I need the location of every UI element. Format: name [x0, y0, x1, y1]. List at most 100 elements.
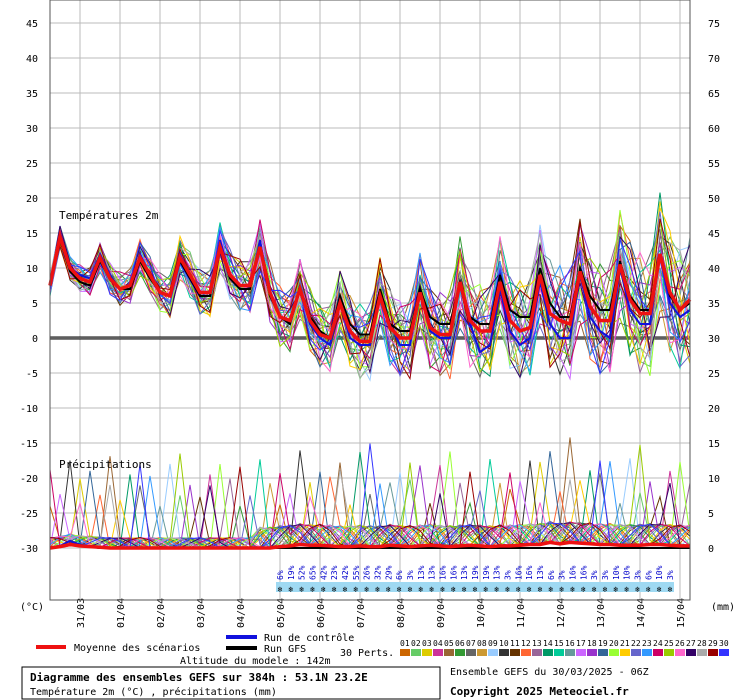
snow-percentage: 16% — [569, 565, 578, 580]
snow-percentage: 13% — [428, 565, 437, 580]
member-number: 02 — [411, 639, 421, 648]
right-tick-label: 20 — [708, 404, 720, 415]
snowflake-icon: ❄ — [483, 585, 488, 594]
left-tick-label: 30 — [26, 124, 38, 135]
snowflake-icon: ❄ — [624, 585, 629, 594]
member-swatch — [719, 649, 729, 656]
snowflake-icon: ❄ — [657, 585, 662, 594]
member-swatch — [455, 649, 465, 656]
snow-percentage: 3% — [406, 570, 415, 580]
right-tick-label: 35 — [708, 299, 720, 310]
snowflake-icon: ❄ — [429, 585, 434, 594]
right-unit-label: (mm) — [711, 602, 735, 613]
left-tick-label: -20 — [20, 474, 38, 485]
snow-percentage: 26% — [363, 565, 372, 580]
snowflake-icon: ❄ — [494, 585, 499, 594]
member-number: 04 — [433, 639, 443, 648]
snowflake-icon: ❄ — [375, 585, 380, 594]
member-number: 25 — [664, 639, 674, 648]
right-tick-label: 0 — [708, 544, 714, 555]
member-swatch — [422, 649, 432, 656]
left-tick-label: 20 — [26, 194, 38, 205]
right-tick-label: 55 — [708, 159, 720, 170]
snowflake-icon: ❄ — [635, 585, 640, 594]
snow-percentage: 23% — [330, 565, 339, 580]
snowflake-icon: ❄ — [613, 585, 618, 594]
right-tick-label: 25 — [708, 369, 720, 380]
member-temp-line — [49, 211, 691, 378]
member-swatch — [433, 649, 443, 656]
snow-percentage: 6% — [276, 570, 285, 580]
chart-subtitle: Température 2m (°C) , précipitations (mm… — [30, 686, 277, 698]
snowflake-icon: ❄ — [581, 585, 586, 594]
member-swatch — [675, 649, 685, 656]
member-swatch — [554, 649, 564, 656]
date-label: 07/04 — [356, 598, 367, 628]
snowflake-icon: ❄ — [418, 585, 423, 594]
left-tick-label: -25 — [20, 509, 38, 520]
snowflake-icon: ❄ — [538, 585, 543, 594]
left-tick-label: 0 — [32, 334, 38, 345]
member-number: 20 — [609, 639, 619, 648]
member-number: 19 — [598, 639, 608, 648]
left-tick-label: 40 — [26, 54, 38, 65]
snowflake-icon: ❄ — [343, 585, 348, 594]
right-tick-label: 65 — [708, 89, 720, 100]
snowflake-icon: ❄ — [364, 585, 369, 594]
member-swatch — [587, 649, 597, 656]
member-swatch — [499, 649, 509, 656]
right-tick-label: 75 — [708, 19, 720, 30]
snow-strip — [276, 582, 674, 592]
left-tick-label: 5 — [32, 299, 38, 310]
precip-panel-label: Précipitations — [59, 458, 152, 471]
date-label: 08/04 — [396, 598, 407, 628]
snow-percentage: 10% — [623, 565, 632, 580]
left-axis-ticks: 45 40 35 30 25 20 15 10 5 0 -5 -10 -15 -20 -25 -30 — [20, 19, 38, 555]
snowflake-icon: ❄ — [310, 585, 315, 594]
snow-probability-bar: ❄6%❄19%❄52%❄65%❄42%❄23%❄42%❄55%❄26%❄32%❄… — [276, 565, 675, 594]
snow-percentage: 42% — [341, 565, 350, 580]
member-swatch — [664, 649, 674, 656]
member-number: 28 — [697, 639, 707, 648]
member-number: 12 — [521, 639, 531, 648]
snow-percentage: 19% — [471, 565, 480, 580]
member-number: 15 — [554, 639, 564, 648]
snowflake-icon: ❄ — [397, 585, 402, 594]
snowflake-icon: ❄ — [288, 585, 293, 594]
member-number: 06 — [455, 639, 465, 648]
member-swatch — [642, 649, 652, 656]
run-info: Ensemble GEFS du 30/03/2025 - 06Z — [450, 667, 649, 678]
temp-panel-label: Températures 2m — [59, 209, 159, 222]
altitude-label: Altitude du modele : 142m — [180, 656, 331, 667]
date-label: 31/03 — [76, 598, 87, 628]
legend-mean-label: Moyenne des scénarios — [74, 642, 200, 654]
snow-percentage: 10% — [612, 565, 621, 580]
left-tick-label: 15 — [26, 229, 38, 240]
snowflake-icon: ❄ — [646, 585, 651, 594]
legend-perts-label: 30 Perts. — [340, 648, 394, 659]
snow-percentage: 3% — [634, 570, 643, 580]
member-swatch — [697, 649, 707, 656]
date-label: 15/04 — [676, 598, 687, 628]
member-swatch — [653, 649, 663, 656]
member-swatch — [477, 649, 487, 656]
right-tick-label: 60 — [708, 124, 720, 135]
left-tick-label: 45 — [26, 19, 38, 30]
member-number: 08 — [477, 639, 487, 648]
left-tick-label: 10 — [26, 264, 38, 275]
member-legend: 01 02 03 04 05 06 07 08 09 10 11 12 13 14 15 16 17 18 19 20… — [400, 639, 729, 656]
member-swatch — [466, 649, 476, 656]
date-label: 09/04 — [436, 598, 447, 628]
member-number: 14 — [543, 639, 553, 648]
snow-percentage: 10% — [655, 565, 664, 580]
snowflake-icon: ❄ — [278, 585, 283, 594]
snowflake-icon: ❄ — [559, 585, 564, 594]
member-swatch — [686, 649, 696, 656]
snow-percentage: 13% — [493, 565, 502, 580]
snow-percentage: 19% — [482, 565, 491, 580]
date-label: 04/04 — [236, 598, 247, 628]
member-swatch — [631, 649, 641, 656]
member-number: 03 — [422, 639, 432, 648]
right-tick-label: 40 — [708, 264, 720, 275]
snow-percentage: 6% — [547, 570, 556, 580]
